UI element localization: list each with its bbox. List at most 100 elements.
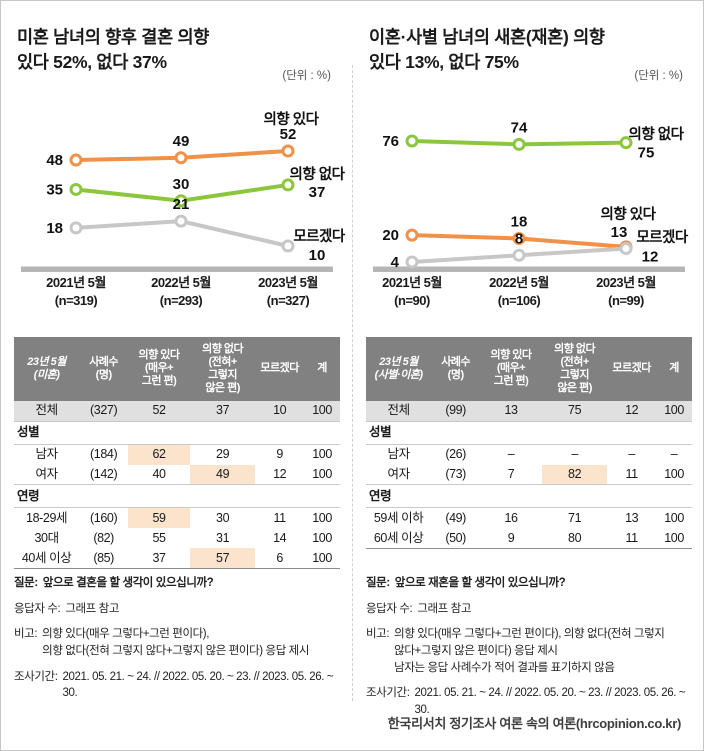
footnote-text: 의향 있다(매우 그렇다+그런 편이다), 의향 없다(전혀 그렇지 않다+그렇… [394, 628, 665, 674]
x-tick-label: 2023년 5월 [596, 275, 656, 290]
table-cell: 13 [480, 400, 543, 422]
table-cell: 100 [656, 528, 692, 550]
footnote-row: 질문: 앞으로 결혼을 할 생각이 있으십니까? [14, 575, 347, 592]
value-label: 74 [511, 119, 528, 136]
table-cell: 13 [625, 510, 639, 525]
table-cell: 6 [255, 548, 305, 569]
table-cell: (184) [90, 447, 118, 462]
table-row: 40세 이상 (85) 37 57 6 100 [14, 548, 340, 569]
table-cell: 11 [607, 528, 657, 550]
table-cell: 12 [607, 400, 657, 422]
table-cell: 9 [276, 447, 283, 462]
table-cell: 62 [128, 444, 191, 465]
table-cell: 100 [304, 400, 340, 422]
column-header: 의향 없다 (전혀+ 그렇지 않은 편) [190, 337, 256, 401]
table-cell: 14 [273, 530, 287, 545]
footnote-row: 비고: 의향 있다(매우 그렇다+그런 편이다), 의향 없다(전혀 그렇지 않다… [366, 626, 699, 676]
table-cell: 100 [312, 447, 332, 462]
table-cell: 100 [664, 510, 684, 525]
footnote-text: 그래프 참고 [417, 602, 472, 615]
table-row: 60세 이상 (50) 9 80 11 100 [366, 528, 692, 550]
panel-title-line1: 미혼 남녀의 향후 결혼 의향 [17, 27, 210, 47]
data-point [512, 248, 526, 262]
data-point [174, 214, 188, 228]
value-label: 20 [382, 227, 399, 244]
section-label: 성별 [366, 420, 692, 445]
footnote-text: 2021. 05. 21. ~ 24. // 2022. 05. 20. ~ 2… [414, 687, 686, 717]
panel-title-line2: 있다 13%, 없다 75% [369, 51, 519, 72]
table-cell: 100 [312, 467, 332, 481]
table-cell: 10 [255, 400, 305, 422]
footnote-text: 2021. 05. 21. ~ 24. // 2022. 05. 20. ~ 2… [62, 670, 334, 700]
unit-label: (단위 : %) [282, 70, 331, 82]
table-cell: 75 [542, 400, 608, 422]
column-header: 계 [656, 337, 692, 401]
series-label: 의향 있다 [264, 110, 320, 128]
x-tick-label: 2022년 5월 [151, 275, 211, 290]
data-point [69, 153, 83, 167]
table-row: 59세 이하 (49) 16 71 13 100 [366, 508, 692, 528]
table-row: 전체 (99) 13 75 12 100 [366, 400, 692, 422]
data-point [174, 151, 188, 165]
value-label: 8 [515, 230, 523, 247]
table-cell: 57 [190, 548, 256, 569]
value-label: 10 [309, 247, 326, 264]
table-cell: 100 [664, 467, 684, 481]
section-row: 성별 [366, 420, 692, 445]
footnote-label: 조사기간: [366, 687, 410, 700]
column-header: 의향 없다 (전혀+ 그렇지 않은 편) [542, 337, 608, 401]
column-header: 계 [304, 337, 340, 401]
value-label: 18 [46, 220, 63, 237]
value-label: 49 [173, 133, 190, 150]
footnote-label: 질문: [366, 577, 390, 589]
x-tick-label: 2022년 5월 [489, 275, 549, 290]
x-tick-sublabel: (n=99) [608, 293, 644, 308]
table-cell: 82 [542, 464, 608, 485]
value-label: 4 [391, 254, 400, 271]
source-footer: 한국리서치 정기조사 여론 속의 여론(hrcopinion.co.kr) [387, 716, 682, 731]
footnote-label: 응답자 수: [14, 602, 61, 615]
footnote-row: 조사기간: 2021. 05. 21. ~ 24. // 2022. 05. 20… [14, 669, 347, 702]
table-cell: 9 [480, 528, 543, 550]
table-cell: (160) [90, 510, 118, 525]
row-label: 남자 [387, 447, 410, 462]
series-label: 의향 있다 [601, 205, 657, 223]
table-cell: (142) [90, 467, 118, 481]
column-header: 사례수 (명) [79, 337, 129, 401]
data-point [512, 231, 526, 245]
table-cell: 12 [273, 467, 287, 481]
x-axis-bar [21, 266, 333, 272]
section-label: 성별 [14, 420, 340, 445]
x-tick-sublabel: (n=319) [55, 293, 98, 308]
data-point [405, 255, 419, 269]
table-row: 여자 (142) 40 49 12 100 [14, 464, 340, 485]
panel-title: 미혼 남녀의 향후 결혼 의향 있다 52%, 없다 37% [17, 25, 345, 75]
table-cell: (26) [445, 447, 466, 462]
table-cell: 52 [128, 400, 191, 422]
footnote-label: 조사기간: [14, 670, 58, 683]
data-point [69, 182, 83, 196]
crosstab-table: 23년 5월 (사별·이혼) 사례수 (명) 의향 있다 (매우+ 그런 편) 의향 … [366, 337, 692, 550]
row-label: 60세 이상 [366, 528, 432, 550]
footnote-text: 의향 있다(매우 그렇다+그런 편이다), 의향 없다(전혀 그렇지 않다+그렇… [42, 628, 310, 658]
footnote-label: 비고: [14, 628, 38, 641]
footnote-row: 조사기간: 2021. 05. 21. ~ 24. // 2022. 05. 20… [366, 685, 699, 718]
data-point [512, 137, 526, 151]
panel-marriage-intent: 미혼 남녀의 향후 결혼 의향 있다 52%, 없다 37% (단위 : %) … [1, 1, 353, 750]
table-cell: (85) [79, 548, 129, 569]
table-cell: 80 [542, 528, 608, 550]
table-cell: (73) [445, 467, 466, 481]
table-row: 여자 (73) 7 82 11 100 [366, 464, 692, 485]
column-header: 사례수 (명) [431, 337, 481, 401]
footnote-label: 비고: [366, 628, 390, 641]
series-label: 의향 없다 [290, 165, 346, 183]
x-tick-label: 2021년 5월 [46, 275, 106, 290]
x-tick-sublabel: (n=90) [394, 293, 430, 308]
table-row: 남자 (26) – – – – [366, 444, 692, 464]
row-label: 30대 [34, 530, 59, 545]
data-point [405, 134, 419, 148]
value-label: 76 [382, 133, 399, 150]
table-cell: 37 [128, 548, 191, 569]
